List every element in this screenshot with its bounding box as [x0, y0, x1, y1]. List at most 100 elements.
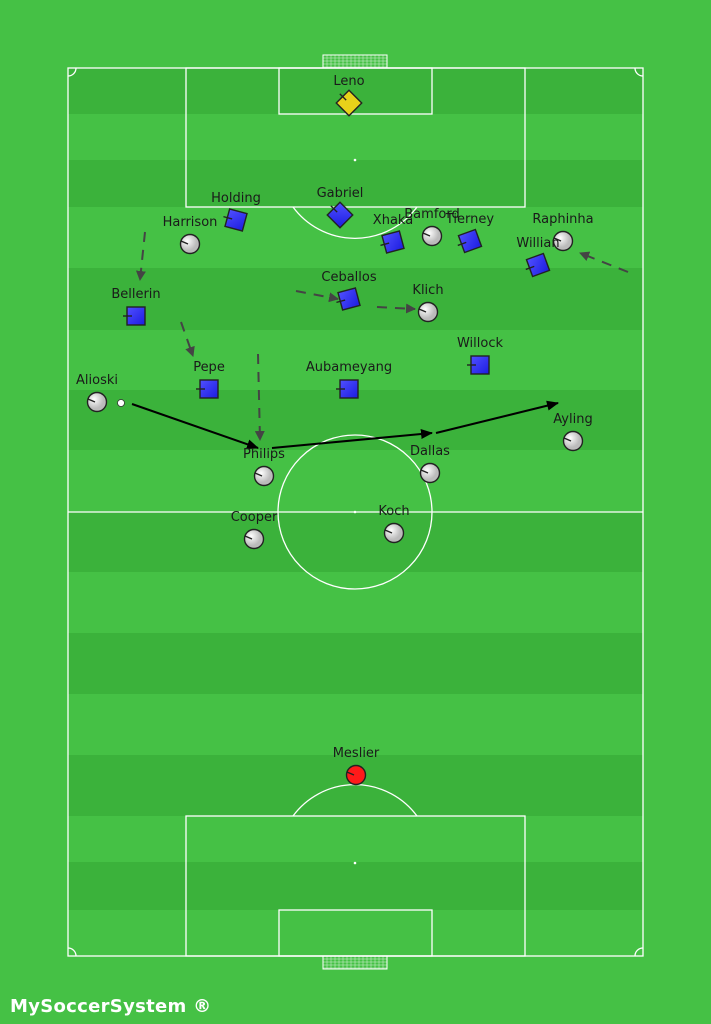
player-bellerin[interactable]: Bellerin: [111, 287, 161, 326]
player-klich[interactable]: Klich: [412, 283, 444, 323]
pitch-stripe: [68, 862, 643, 910]
facing-marker-icon: [563, 437, 572, 442]
player-token-icon[interactable]: [419, 462, 441, 484]
player-philips[interactable]: Philips: [243, 447, 285, 487]
player-name-label: Leno: [333, 74, 364, 89]
movement-arrow[interactable]: [254, 353, 265, 441]
player-name-label: Harrison: [163, 215, 218, 230]
pitch-stripe: [68, 160, 643, 207]
pass-arrow[interactable]: [271, 429, 433, 449]
player-aubameyang[interactable]: Aubameyang: [306, 360, 392, 399]
player-name-label: Bamford: [404, 207, 459, 222]
player-name-label: Gabriel: [317, 186, 364, 201]
player-name-label: Klich: [412, 283, 443, 298]
player-name-label: Cooper: [231, 510, 278, 525]
player-willian[interactable]: Willian: [516, 236, 560, 278]
movement-arrow[interactable]: [376, 303, 416, 314]
pass-arrow[interactable]: [131, 403, 259, 450]
facing-marker-icon: [339, 93, 347, 101]
player-holding[interactable]: Holding: [211, 191, 261, 232]
player-name-label: Holding: [211, 191, 261, 206]
player-dallas[interactable]: Dallas: [410, 444, 450, 484]
pitch-stripe: [68, 755, 643, 816]
player-name-label: Pepe: [193, 360, 225, 375]
top-goal: [322, 54, 388, 69]
player-tierney[interactable]: Tierney: [445, 212, 495, 254]
facing-marker-icon: [336, 299, 346, 304]
player-ceballos[interactable]: Ceballos: [321, 270, 377, 311]
center-circle: [277, 434, 433, 590]
player-name-label: Raphinha: [532, 212, 593, 227]
player-xhaka[interactable]: Xhaka: [373, 213, 413, 254]
player-token-icon[interactable]: [243, 528, 265, 550]
player-token-icon[interactable]: [337, 287, 361, 311]
corner-arcs: [67, 67, 644, 957]
player-token-icon[interactable]: [552, 230, 574, 252]
player-willock[interactable]: Willock: [457, 336, 504, 375]
player-meslier[interactable]: Meslier: [333, 746, 380, 786]
player-leno[interactable]: Leno: [333, 74, 365, 117]
player-name-label: Koch: [378, 504, 409, 519]
player-token-icon[interactable]: [417, 301, 439, 323]
player-bamford[interactable]: Bamford: [404, 207, 460, 247]
pitch-markings: [67, 54, 644, 970]
player-gabriel[interactable]: Gabriel: [317, 186, 364, 229]
player-pepe[interactable]: Pepe: [193, 360, 225, 399]
player-koch[interactable]: Koch: [378, 504, 410, 544]
player-token-icon[interactable]: [383, 522, 405, 544]
player-cooper[interactable]: Cooper: [231, 510, 278, 550]
facing-marker-icon: [553, 237, 562, 242]
player-ayling[interactable]: Ayling: [553, 412, 593, 452]
center-spot: [353, 510, 357, 514]
player-token-icon[interactable]: [562, 430, 584, 452]
watermark: MySoccerSystem ®: [10, 996, 212, 1017]
pitch-stripe: [68, 512, 643, 572]
arrows: [131, 231, 629, 450]
player-token-icon[interactable]: [253, 465, 275, 487]
movement-arrow[interactable]: [579, 251, 629, 273]
player-name-label: Bellerin: [111, 287, 160, 302]
player-name-label: Philips: [243, 447, 285, 462]
player-name-label: Dallas: [410, 444, 450, 459]
player-harrison[interactable]: Harrison: [163, 215, 218, 255]
ball-icon[interactable]: [117, 399, 125, 407]
player-name-label: Willian: [516, 236, 559, 251]
player-name-label: Aubameyang: [306, 360, 392, 375]
facing-marker-icon: [346, 771, 355, 776]
player-name-label: Ayling: [553, 412, 592, 427]
player-raphinha[interactable]: Raphinha: [532, 212, 594, 252]
player-alioski[interactable]: Alioski: [76, 373, 118, 413]
facing-marker-icon: [87, 398, 96, 403]
facing-marker-icon: [457, 241, 467, 247]
player-token-icon[interactable]: [86, 391, 108, 413]
top-penalty-spot: [353, 158, 357, 162]
movement-arrow[interactable]: [180, 321, 195, 357]
player-token-icon[interactable]: [345, 764, 367, 786]
player-token-icon[interactable]: [381, 230, 405, 254]
facing-marker-icon: [180, 240, 189, 245]
ball[interactable]: [117, 399, 125, 407]
player-name-label: Meslier: [333, 746, 380, 761]
facing-marker-icon: [330, 205, 338, 213]
pitch-stripe: [68, 633, 643, 694]
bottom-goal: [322, 955, 388, 970]
facing-marker-icon: [244, 535, 253, 540]
facing-marker-icon: [418, 308, 427, 313]
player-token-icon[interactable]: [224, 208, 248, 232]
pass-arrow[interactable]: [435, 400, 559, 434]
facing-marker-icon: [223, 215, 233, 220]
movement-arrow[interactable]: [295, 290, 339, 303]
top-penalty-arc: [292, 206, 418, 239]
player-token-icon[interactable]: [179, 233, 201, 255]
players: Leno Holding Gabriel Harrison XhakaBamfordTi…: [76, 74, 594, 786]
player-name-label: Xhaka: [373, 213, 413, 228]
bottom-penalty-spot: [353, 861, 357, 865]
player-name-label: Alioski: [76, 373, 118, 388]
facing-marker-icon: [384, 529, 393, 534]
facing-marker-icon: [254, 472, 263, 477]
movement-arrow[interactable]: [135, 231, 146, 281]
player-name-label: Willock: [457, 336, 504, 351]
facing-marker-icon: [420, 469, 429, 474]
player-token-icon[interactable]: [421, 225, 443, 247]
